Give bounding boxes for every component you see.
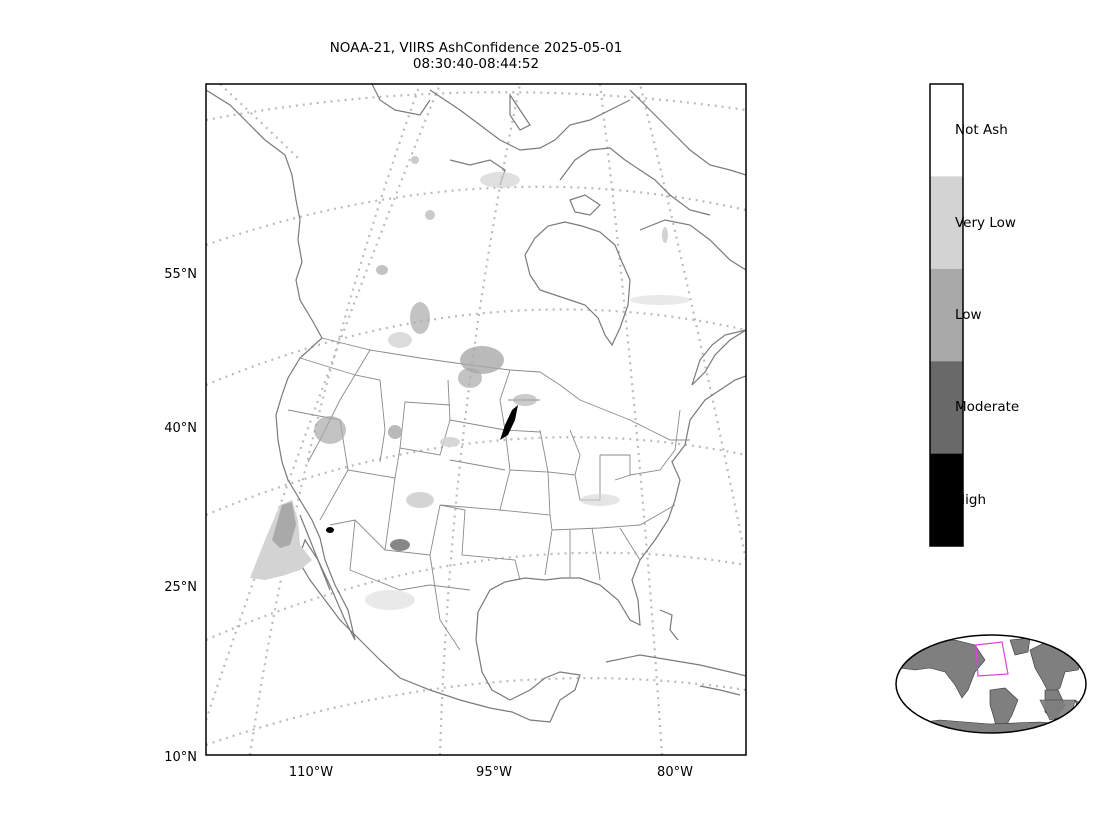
map-title-line1: NOAA-21, VIIRS AshConfidence 2025-05-01 [329,40,623,56]
coastlines [206,84,746,723]
map-title-line2: 08:30:40-08:44:52 [412,56,540,72]
colorbar-swatch-very-low [930,176,963,269]
colorbar-label: Moderate [955,399,1019,415]
colorbar-label: Low [955,307,982,323]
lon-tick: 110°W [289,765,333,780]
colorbar-swatch-high [930,453,963,546]
graticule [206,84,746,755]
colorbar-swatch-low [930,268,963,362]
colorbar-swatch-not-ash [930,84,963,177]
lat-tick: 10°N [164,750,197,765]
lon-tick: 80°W [657,765,693,780]
political-borders [287,337,690,651]
colorbar-swatch-moderate [930,361,963,454]
lat-tick: 40°N [164,421,197,436]
colorbar-label: Very Low [955,215,1016,231]
map-frame [205,83,747,756]
colorbar: Not Ash Very Low Low Moderate High [929,83,1019,547]
colorbar-label: Not Ash [955,122,1008,138]
lat-tick: 55°N [164,267,197,282]
main-map [206,84,746,755]
lat-tick: 25°N [164,580,197,595]
ash-confidence-pixels [250,156,690,610]
lon-tick: 95°W [476,765,512,780]
colorbar-label: High [955,492,986,508]
world-locator-globe-icon [895,634,1087,734]
